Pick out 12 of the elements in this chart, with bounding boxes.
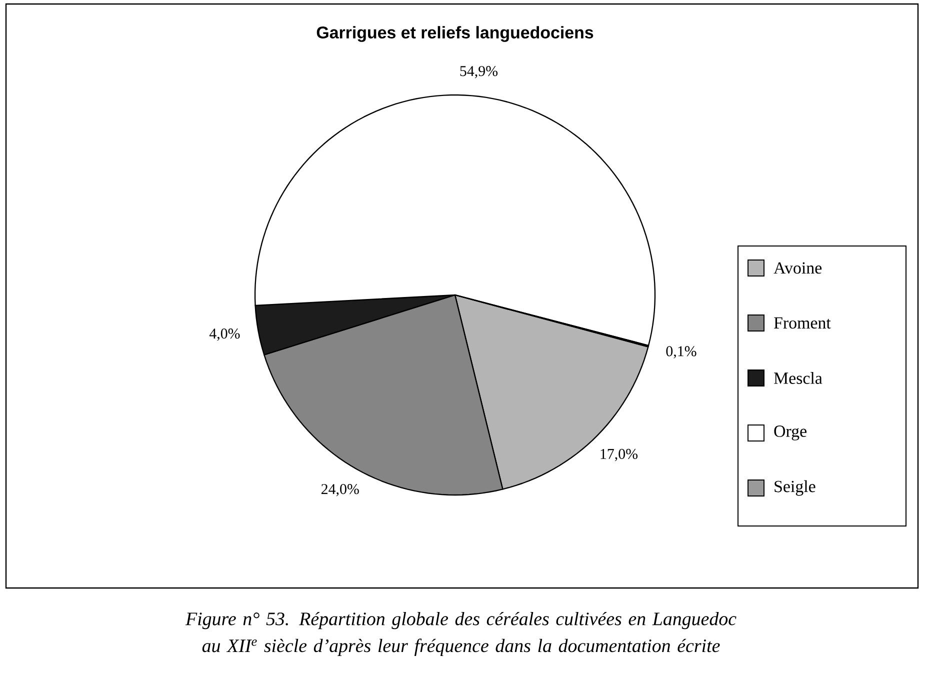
data-label: 4,0% — [209, 328, 240, 341]
legend-label: Seigle — [774, 480, 816, 496]
text: Figure n° 53. Répartition globale des céréales cultivées en Languedoc au XII$^{e}$ siècle d’après leur fréquence dans la documentation écrite — [185, 612, 736, 656]
data-label: 0,1% — [666, 346, 696, 358]
data-label: 17,0% — [600, 448, 638, 462]
legend-label: Mescla — [774, 372, 822, 384]
legend-label: Orge — [774, 426, 806, 440]
data-label: 54,9% — [460, 66, 498, 78]
chart-title: Garrigues et reliefs languedociens — [316, 26, 594, 42]
legend-label: Froment — [774, 317, 831, 329]
legend-label: Avoine — [774, 262, 822, 274]
data-label: 24,0% — [321, 484, 359, 496]
